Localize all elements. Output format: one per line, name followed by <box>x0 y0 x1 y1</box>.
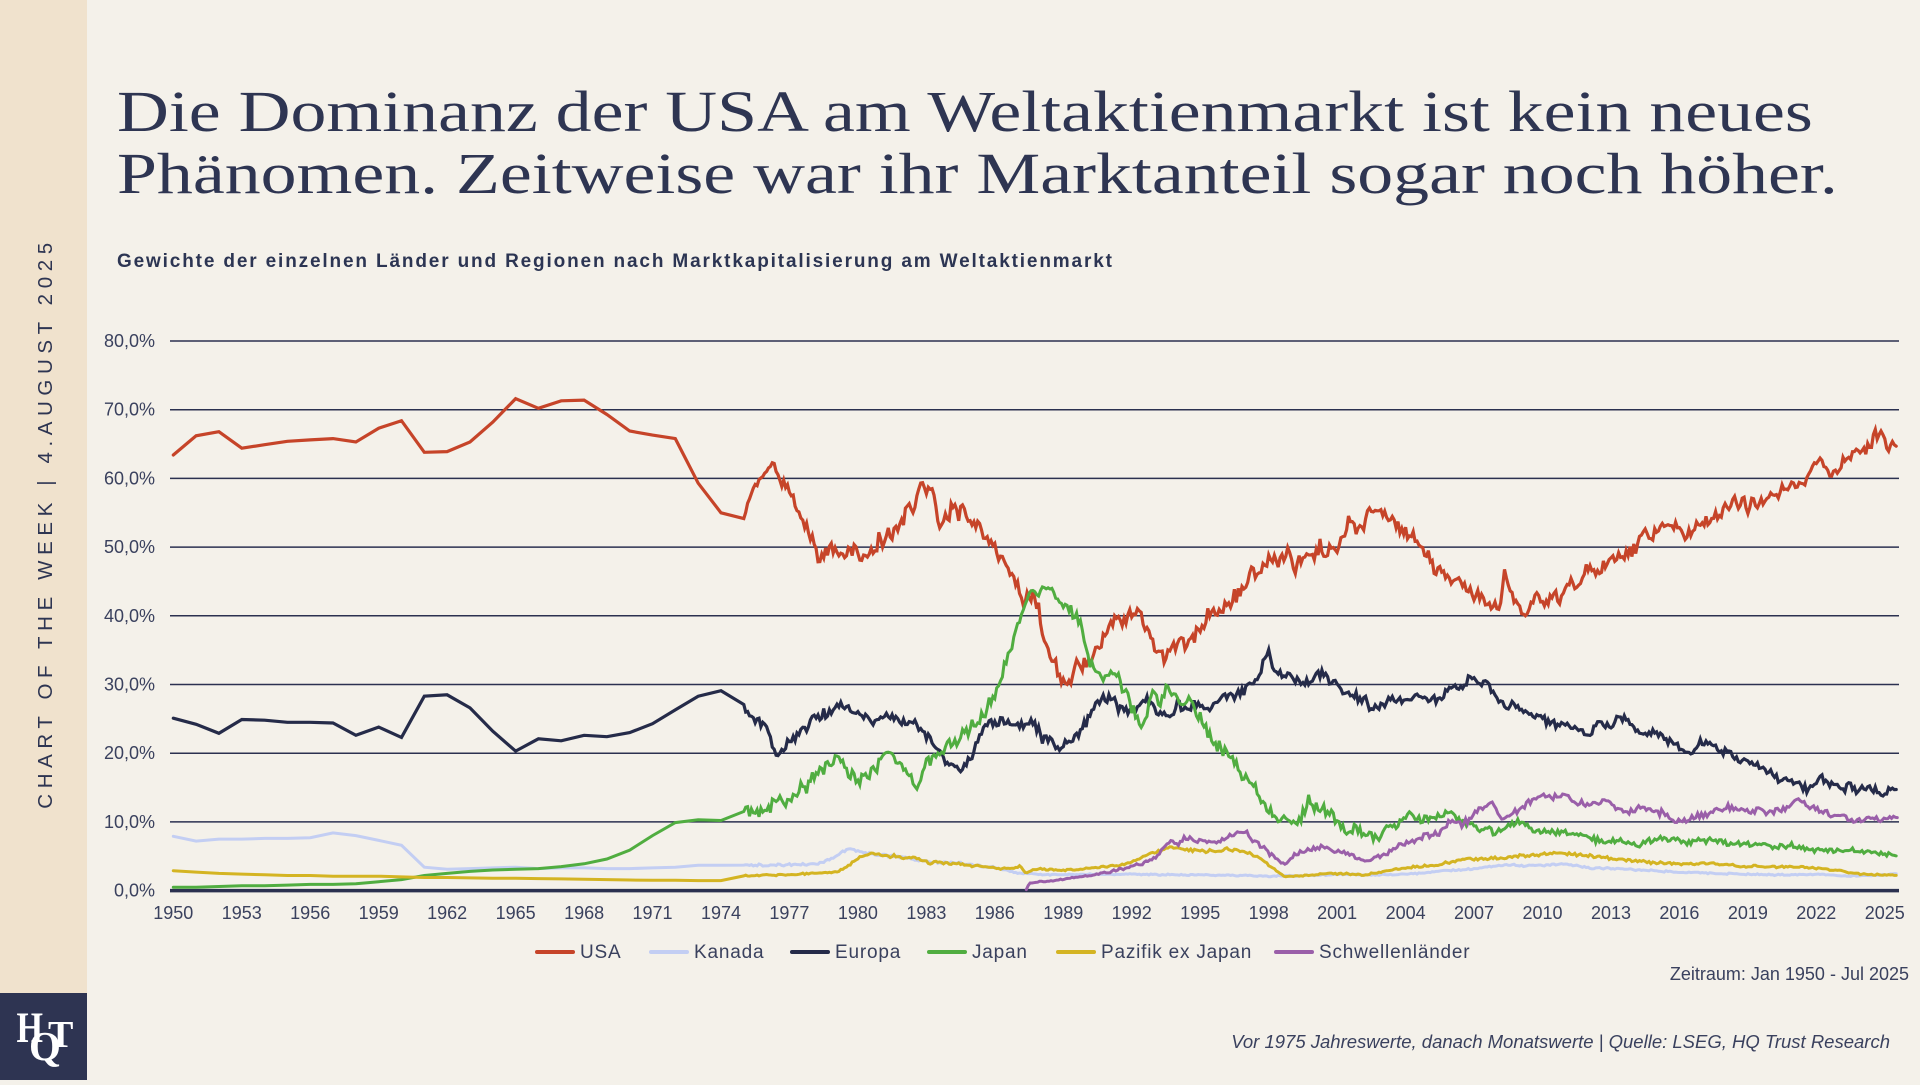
svg-text:70,0%: 70,0% <box>104 400 155 420</box>
svg-text:1950: 1950 <box>153 903 193 923</box>
svg-text:1995: 1995 <box>1180 903 1220 923</box>
svg-text:H: H <box>17 1005 44 1052</box>
svg-text:60,0%: 60,0% <box>104 468 155 488</box>
svg-text:1971: 1971 <box>632 903 672 923</box>
svg-text:10,0%: 10,0% <box>104 812 155 832</box>
svg-text:1962: 1962 <box>427 903 467 923</box>
svg-text:20,0%: 20,0% <box>104 743 155 763</box>
svg-text:1983: 1983 <box>906 903 946 923</box>
svg-text:1986: 1986 <box>975 903 1015 923</box>
svg-text:1959: 1959 <box>359 903 399 923</box>
svg-text:1956: 1956 <box>290 903 330 923</box>
svg-text:2001: 2001 <box>1317 903 1357 923</box>
svg-text:1977: 1977 <box>769 903 809 923</box>
svg-text:T: T <box>48 1014 73 1056</box>
svg-text:2007: 2007 <box>1454 903 1494 923</box>
svg-text:1974: 1974 <box>701 903 741 923</box>
svg-text:1965: 1965 <box>496 903 536 923</box>
svg-text:0,0%: 0,0% <box>114 881 155 901</box>
svg-text:1980: 1980 <box>838 903 878 923</box>
svg-text:2016: 2016 <box>1659 903 1699 923</box>
svg-text:1953: 1953 <box>222 903 262 923</box>
svg-text:80,0%: 80,0% <box>104 331 155 351</box>
svg-text:30,0%: 30,0% <box>104 675 155 695</box>
svg-text:1998: 1998 <box>1249 903 1289 923</box>
svg-text:1989: 1989 <box>1043 903 1083 923</box>
svg-text:1992: 1992 <box>1112 903 1152 923</box>
svg-text:2025: 2025 <box>1865 903 1905 923</box>
svg-text:1968: 1968 <box>564 903 604 923</box>
svg-text:2004: 2004 <box>1386 903 1426 923</box>
svg-text:2013: 2013 <box>1591 903 1631 923</box>
svg-text:2022: 2022 <box>1796 903 1836 923</box>
svg-text:50,0%: 50,0% <box>104 537 155 557</box>
svg-text:Q: Q <box>29 1023 61 1069</box>
svg-text:40,0%: 40,0% <box>104 606 155 626</box>
svg-text:2010: 2010 <box>1522 903 1562 923</box>
svg-text:2019: 2019 <box>1728 903 1768 923</box>
